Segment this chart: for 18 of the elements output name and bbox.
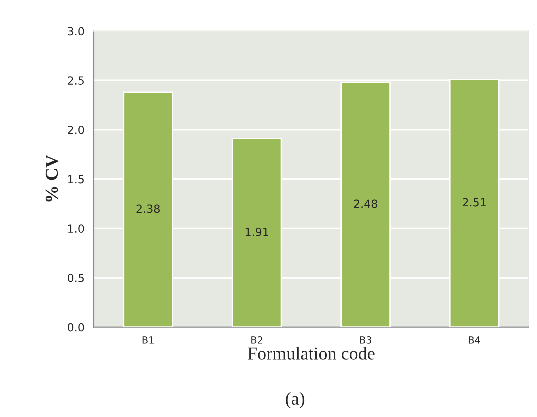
y-tick-label: 1.0 [68, 224, 84, 234]
x-axis-title: Formulation code [248, 347, 375, 360]
data-label: 2.48 [354, 200, 378, 208]
x-tick-label: B1 [142, 336, 154, 344]
y-tick-label: 3.0 [68, 27, 84, 36]
data-label: 2.38 [136, 204, 160, 214]
y-tick-label: 2.5 [68, 76, 84, 85]
x-tick-label: B2 [252, 336, 263, 344]
data-label: 2.51 [463, 198, 486, 207]
x-tick-label: B3 [360, 336, 372, 344]
y-axis-title: % CV [46, 155, 58, 202]
x-tick-label: B4 [469, 336, 480, 344]
y-tick-label: 0.5 [68, 274, 84, 282]
y-tick-label: 1.5 [68, 175, 84, 184]
y-tick-label: 0.0 [68, 323, 84, 332]
data-label: 1.91 [246, 228, 268, 236]
text: (a) [286, 392, 305, 409]
y-tick-label: 2.0 [68, 126, 84, 134]
